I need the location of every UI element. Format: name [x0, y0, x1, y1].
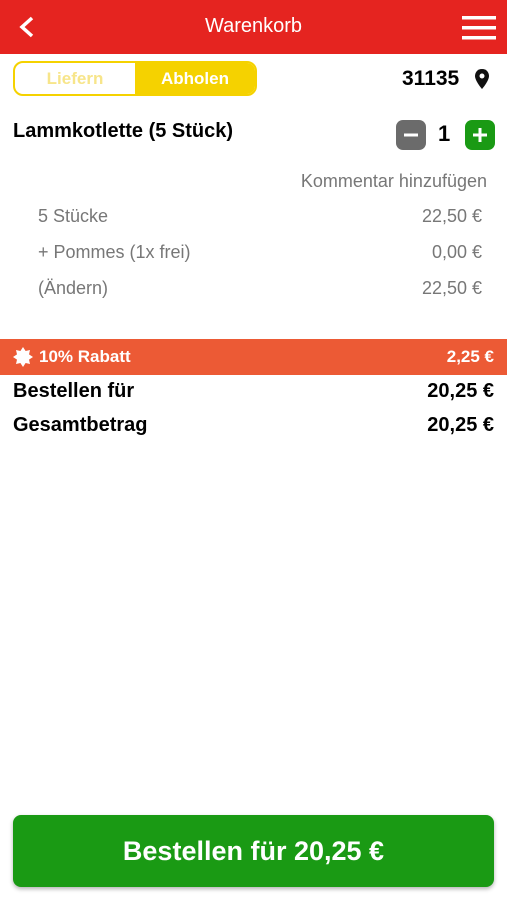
tab-liefern[interactable]: Liefern: [46, 68, 104, 88]
back-button[interactable]: [16, 15, 38, 39]
menu-button[interactable]: [462, 16, 496, 40]
discount-amount: 2,25 €: [446, 347, 494, 366]
tab-abholen[interactable]: Abholen: [135, 63, 255, 94]
price: 22,50 €: [421, 206, 482, 226]
quantity: 1: [438, 121, 451, 146]
price: 0,00 €: [431, 242, 482, 262]
label: (Ändern): [38, 278, 109, 298]
price: 22,50 €: [421, 278, 482, 298]
mode-toggle: Liefern Abholen: [13, 61, 257, 96]
total-row: Gesamtbetrag 20,25 €: [0, 414, 507, 437]
total-row: Bestellen für 20,25 €: [0, 380, 507, 403]
plus-button[interactable]: [465, 120, 495, 150]
label: Gesamtbetrag: [13, 414, 148, 436]
price: 20,25 €: [427, 414, 494, 436]
order-button[interactable]: Bestellen für 20,25 €: [13, 815, 494, 887]
item-line: + Pommes (1x frei) 0,00 €: [0, 242, 507, 263]
discount-row: 10% Rabatt 2,25 €: [0, 339, 507, 375]
header: Warenkorb: [0, 0, 507, 54]
postcode[interactable]: 31135: [402, 67, 460, 90]
minus-button[interactable]: [396, 120, 426, 150]
label: Bestellen für: [13, 380, 135, 402]
discount-label: 10% Rabatt: [39, 347, 131, 366]
label: + Pommes (1x frei): [38, 242, 191, 262]
label: 5 Stücke: [38, 206, 109, 226]
discount-icon: [13, 347, 33, 367]
price: 20,25 €: [427, 380, 494, 402]
location-icon: [475, 69, 489, 89]
comment-link[interactable]: Kommentar hinzufügen: [300, 171, 487, 191]
item-line: 5 Stücke 22,50 €: [0, 206, 507, 227]
item-line: (Ändern) 22,50 €: [0, 278, 507, 299]
header-title: Warenkorb: [204, 15, 303, 37]
item-name: Lammkotlette (5 Stück): [13, 120, 234, 142]
